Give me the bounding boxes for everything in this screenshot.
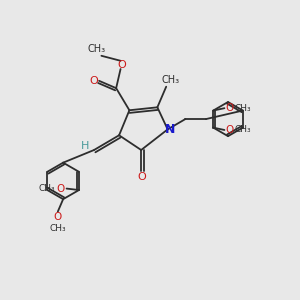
Text: O: O — [54, 212, 62, 222]
Text: CH₃: CH₃ — [234, 125, 251, 134]
Text: CH₃: CH₃ — [234, 104, 251, 113]
Text: CH₃: CH₃ — [161, 75, 180, 85]
Text: O: O — [226, 103, 234, 113]
Text: O: O — [89, 76, 98, 86]
Text: CH₃: CH₃ — [39, 184, 56, 193]
Text: O: O — [118, 60, 126, 70]
Text: N: N — [165, 123, 175, 136]
Text: CH₃: CH₃ — [87, 44, 105, 54]
Text: O: O — [138, 172, 146, 182]
Text: CH₃: CH₃ — [50, 224, 66, 233]
Text: O: O — [226, 125, 234, 135]
Text: H: H — [81, 141, 89, 151]
Text: O: O — [57, 184, 65, 194]
